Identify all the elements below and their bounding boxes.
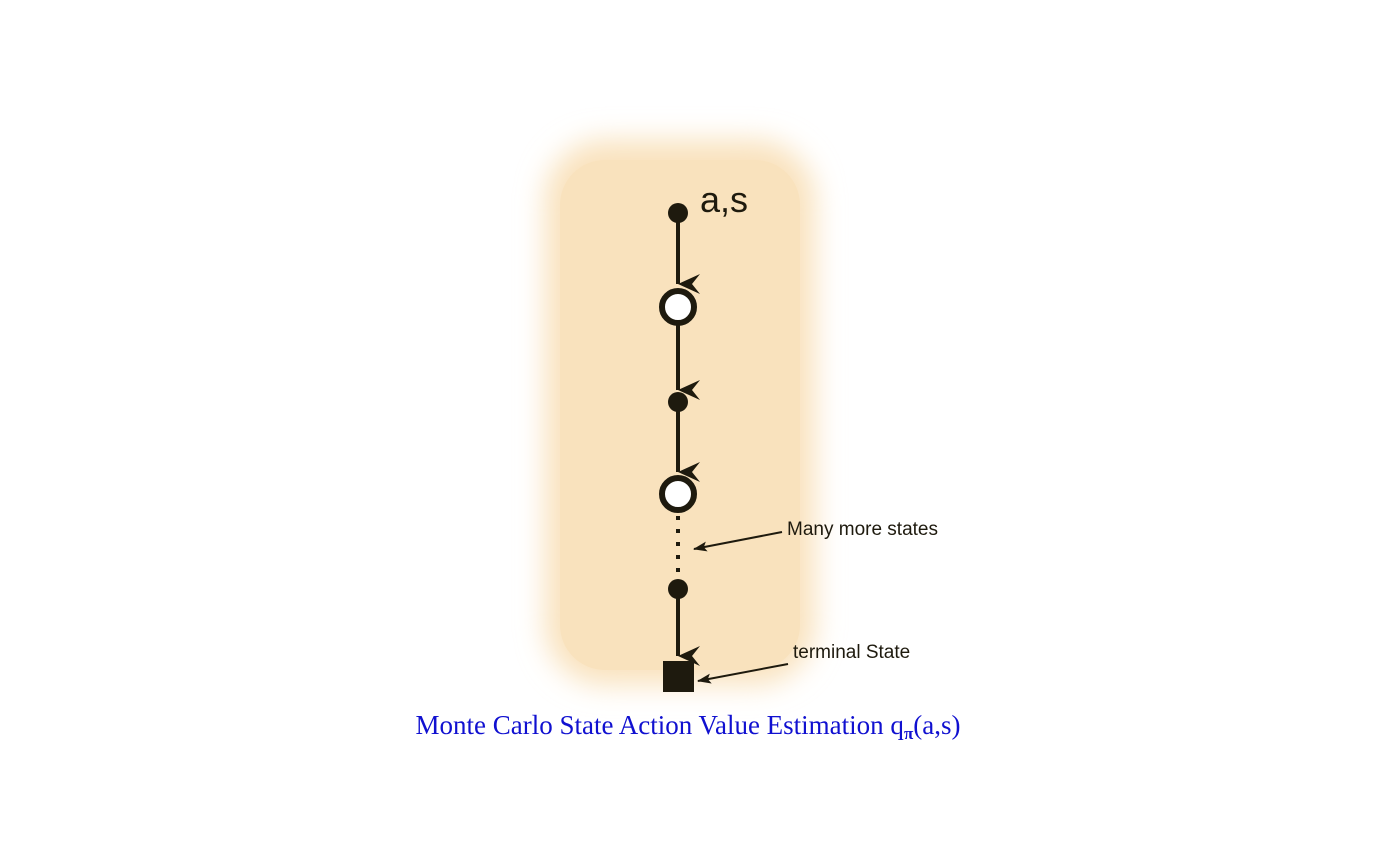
caption-suffix: (a,s) bbox=[913, 710, 961, 740]
start-action-node bbox=[668, 203, 688, 223]
action-node-1 bbox=[668, 392, 688, 412]
start-label: a,s bbox=[700, 179, 748, 220]
state-node-1 bbox=[659, 288, 697, 326]
diagram-caption: Monte Carlo State Action Value Estimatio… bbox=[0, 710, 1376, 743]
terminal-state-node bbox=[663, 661, 694, 692]
caption-subscript: π bbox=[903, 724, 914, 743]
state-node-2 bbox=[659, 475, 697, 513]
many-states-label: Many more states bbox=[787, 519, 938, 540]
terminal-state-pointer bbox=[697, 663, 789, 684]
caption-text: Monte Carlo State Action Value Estimatio… bbox=[415, 710, 904, 740]
terminal-state-label: terminal State bbox=[793, 642, 910, 663]
many-states-pointer bbox=[693, 531, 783, 552]
action-node-2 bbox=[668, 579, 688, 599]
